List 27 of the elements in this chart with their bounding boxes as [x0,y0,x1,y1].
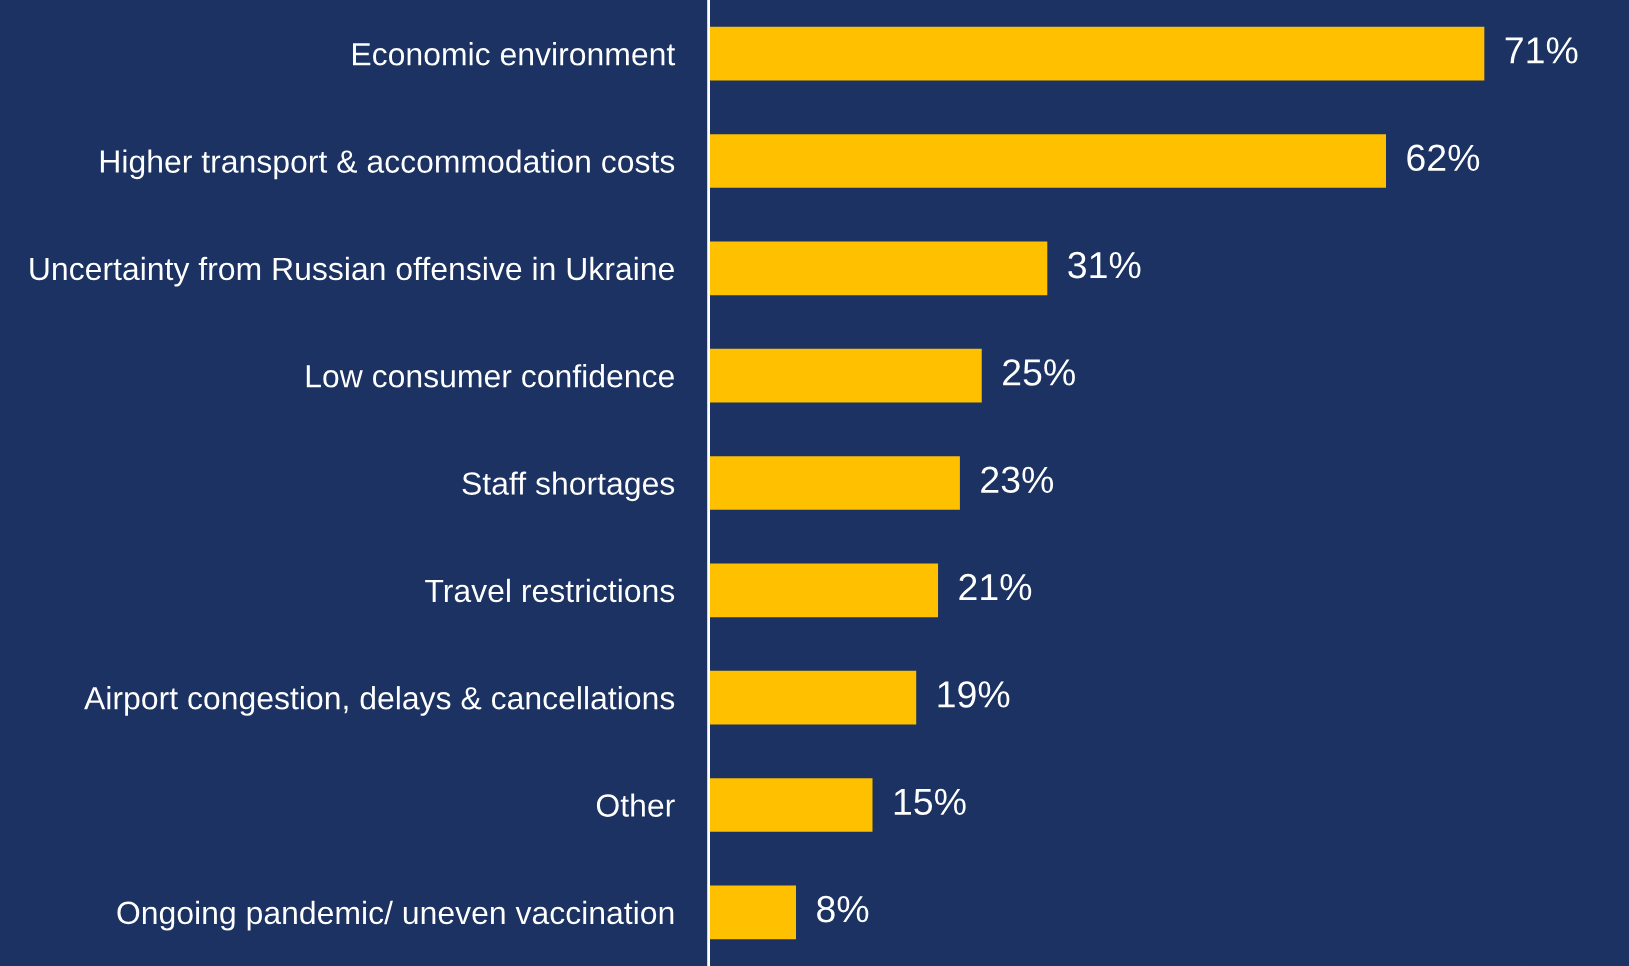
bar [708,563,939,618]
y-tick-label: Economic environment [353,42,676,66]
y-tick-label: Staff shortages [462,471,675,502]
data-label: 8% [817,895,869,923]
bar [708,456,960,510]
bar [708,885,797,940]
data-label: 23% [981,466,1054,494]
data-label: 62% [1407,144,1480,172]
y-tick-label: Other [596,793,675,817]
y-tick-label: Uncertainty from Russian offensive in Ukraine [30,256,674,287]
data-label: 25% [1003,359,1075,386]
bar [708,241,1048,296]
y-tick-label: Low consumer confidence [306,364,674,388]
bar [708,134,1386,188]
y-tick-label: Higher transport & accommodation costs [100,149,675,180]
bar [708,348,982,403]
data-label: 15% [894,788,966,816]
bar [708,778,873,832]
data-label: 71% [1505,37,1578,64]
bar [708,26,1485,81]
bar [708,670,917,725]
y-tick-label: Ongoing pandemic/ uneven vaccination [117,900,674,931]
data-label: 31% [1068,251,1141,279]
data-label: 21% [959,573,1032,601]
data-label: 19% [938,681,1010,708]
y-tick-label: Airport congestion, delays & cancellations [84,686,675,716]
y-tick-label: Travel restrictions [425,578,675,603]
